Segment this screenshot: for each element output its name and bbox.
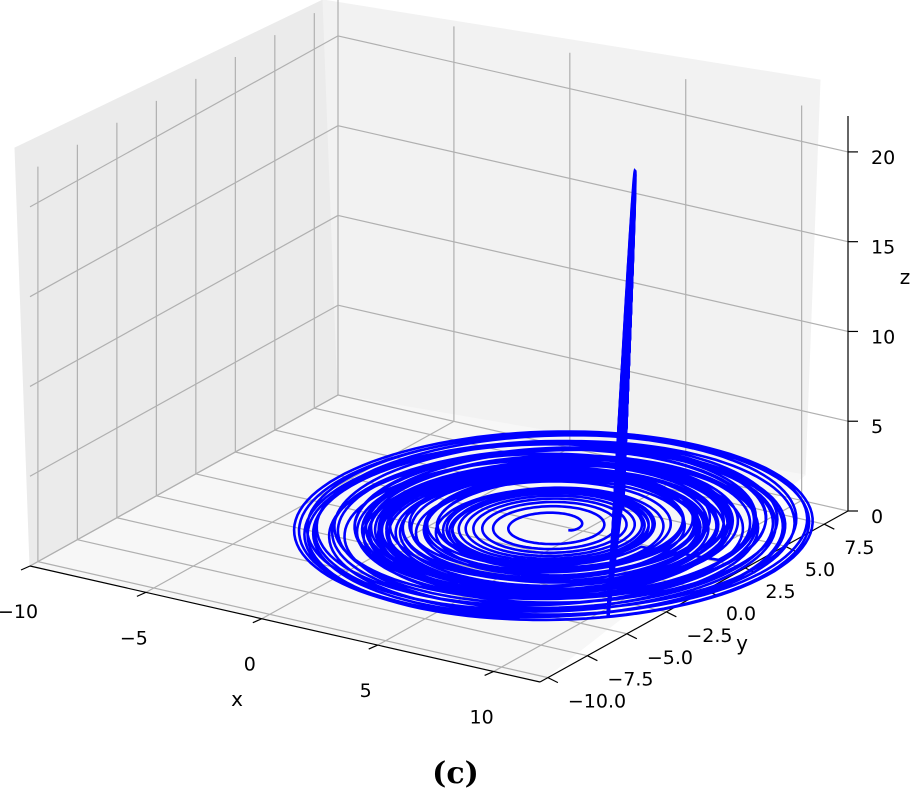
y-gridline-floor [37,561,549,679]
x-tick-label: −10 [0,601,38,623]
z-gridline-back [337,35,849,153]
y-tick-mark [547,677,559,684]
x-tick-label: −5 [120,627,148,649]
y-tick-mark [824,523,835,530]
x-tick-mark [252,618,263,624]
x-axis-label: x [231,687,243,711]
z-tick-label: 15 [871,237,895,259]
y-tick-mark [666,611,677,618]
back-pane [322,0,821,476]
z-gridline-left [29,125,339,298]
x-tick-mark [20,565,31,571]
x-tick-label: 5 [360,680,372,702]
z-gridline-left [29,35,339,208]
z-tick-label: 5 [871,416,883,438]
y-tick-label: −7.5 [607,669,653,691]
x-tick-mark [484,670,494,677]
y-tick-label: 7.5 [844,537,874,559]
z-gridline-left [29,304,339,477]
trajectory-spiral [292,430,814,622]
x-axis-line [29,565,541,683]
z-gridline-left [29,214,339,387]
y-tick-label: 0.0 [726,603,756,625]
y-tick-label: 5.0 [805,559,835,581]
y-gridline-floor [77,539,588,657]
x-tick-label: 10 [470,706,494,728]
y-tick-mark [626,633,638,640]
y-axis-label: y [736,631,748,655]
trajectory-fold-loop [606,421,628,618]
tick-labels: −10 −5 0 5 10 −10.0−7.5−5.0−2.50.0 2.5 5.0 7.5 0 5… [0,147,895,729]
y-tick-label: −10.0 [568,691,626,713]
x-tick-mark [136,591,147,597]
x-tick-mark [368,644,378,650]
trajectory-curve [292,168,814,622]
x-tick-label: 0 [244,654,256,676]
x-gridline-floor [145,420,455,593]
axes [20,116,858,684]
z-gridline-back [337,125,849,243]
z-gridline-back [337,214,849,333]
z-tick-label: 20 [871,147,895,169]
z-gridline-back [337,304,849,422]
y-tick-label: −2.5 [686,625,732,647]
z-gridline-left [29,394,339,567]
figure-caption: (c) [432,756,479,791]
z-axis-label: z [900,265,911,289]
z-tick-label: 0 [871,506,883,528]
trajectory-fold-loop [606,344,631,618]
y-tick-label: 2.5 [765,581,795,603]
y-tick-label: −5.0 [647,647,693,669]
y-tick-mark [587,655,598,662]
z-tick-label: 10 [871,326,895,348]
